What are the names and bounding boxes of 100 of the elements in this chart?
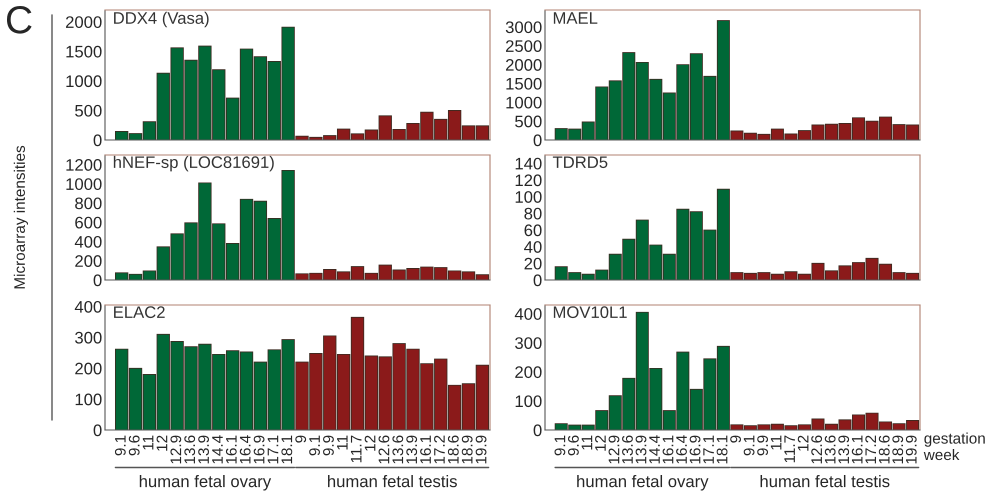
y-tick-label: 300	[515, 337, 542, 349]
y-tick-label: 1000	[66, 178, 102, 190]
y-tick-label: 100	[76, 394, 102, 406]
x-tick-label: 12	[798, 436, 808, 451]
y-tick-label: 500	[75, 104, 102, 117]
y-tick-label: 400	[74, 300, 102, 313]
y-tick-label: 200	[75, 362, 102, 374]
y-tick-label: 60	[524, 224, 542, 236]
x-tick-label: 12	[156, 436, 168, 451]
x-tick-label: 18.1	[716, 436, 728, 464]
y-tick-label: 1500	[506, 78, 542, 90]
x-tick-label: 16.4	[676, 435, 687, 464]
y-tick-label: 0	[534, 134, 542, 146]
chart-title: hNEF-sp (LOC81691)	[114, 156, 274, 172]
y-tick-label: 500	[515, 116, 542, 128]
x-tick-label: 19.9	[476, 436, 486, 464]
y-tick-label: 0	[94, 134, 102, 146]
x-tick-label: 16.9	[690, 436, 700, 464]
text: human fetal testis	[328, 475, 457, 488]
chart-title: MAEL	[554, 12, 598, 24]
y-tick-label: 200	[515, 366, 542, 378]
x-tick-label: 13.9	[406, 436, 418, 464]
x-tick-label: 9.6	[128, 436, 140, 456]
x-tick-label: 11.7	[784, 436, 795, 462]
y-tick-label: 20	[524, 258, 542, 270]
y-tick-label: 100	[516, 191, 542, 203]
x-tick-label: 13.9	[838, 436, 850, 464]
x-tick-label: 9.9	[757, 436, 768, 456]
x-tick-label: 11.7	[350, 436, 362, 462]
y-tick-label: 2500	[506, 40, 542, 52]
x-tick-label: 9.1	[309, 436, 320, 456]
text: human fetal ovary	[140, 475, 272, 491]
x-tick-label: 16.9	[254, 436, 264, 464]
y-tick-label: 1000	[506, 96, 542, 109]
x-tick-label: 13.9	[636, 436, 646, 464]
x-tick-label: 16.1	[420, 436, 431, 464]
x-tick-label: 13.6	[622, 436, 633, 464]
chart-title: ELAC2	[114, 306, 165, 318]
text: C	[6, 6, 32, 34]
x-tick-label: 9.9	[323, 436, 334, 456]
y-tick-label: 400	[74, 236, 102, 248]
y-tick-label: 2000	[506, 59, 542, 71]
y-tick-label: 40	[524, 241, 542, 253]
y-tick-label: 200	[75, 255, 102, 267]
x-tick-label: 12.9	[608, 436, 620, 464]
y-tick-label: 1000	[66, 75, 102, 88]
y-tick-label: 0	[94, 424, 102, 436]
y-tick-label: 80	[524, 208, 542, 220]
y-tick-label: 0	[94, 274, 102, 286]
x-tick-label: 18.9	[462, 436, 473, 464]
y-tick-label: 140	[516, 158, 542, 170]
x-tick-label: 9	[730, 436, 741, 443]
x-tick-label: 14.4	[649, 435, 660, 464]
x-tick-label: 12.6	[378, 436, 390, 464]
x-tick-label: 12	[595, 436, 606, 451]
x-axis-title: gestation week	[924, 432, 985, 460]
y-tick-label: 400	[514, 308, 542, 320]
x-tick-label: 11	[582, 436, 592, 450]
x-tick-label: 13.6	[392, 436, 404, 464]
x-tick-label: 9.1	[744, 436, 755, 456]
x-tick-label: 16.1	[662, 436, 674, 464]
x-tick-label: 16.1	[852, 436, 863, 464]
x-tick-label: 18.6	[448, 436, 459, 464]
chart-title: TDRD5	[552, 156, 608, 168]
x-tick-label: 9.1	[554, 436, 566, 456]
x-tick-label: 16.4	[240, 435, 251, 464]
y-tick-label: 1500	[66, 46, 102, 58]
x-tick-label: 17.1	[703, 436, 714, 464]
chart-title: DDX4 (Vasa)	[114, 12, 209, 28]
y-tick-label: 0	[534, 424, 542, 436]
y-axis-title: Microarray intensities	[14, 146, 28, 288]
x-tick-label: 12.6	[811, 436, 822, 464]
x-tick-label: 11	[142, 436, 154, 450]
y-tick-label: 100	[516, 395, 542, 408]
x-tick-label: 17.2	[434, 436, 445, 464]
x-tick-label: 14.4	[212, 435, 223, 464]
x-tick-label: 9	[295, 436, 306, 443]
x-tick-label: 12	[364, 436, 376, 451]
y-tick-label: 3000	[506, 21, 542, 34]
x-tick-label: 13.6	[824, 436, 836, 464]
x-tick-label: 9.6	[568, 436, 579, 456]
x-tick-label: 11	[337, 436, 348, 450]
x-tick-label: 13.9	[198, 436, 209, 464]
x-tick-label: 11	[770, 436, 782, 450]
x-tick-label: 18.6	[878, 436, 890, 464]
x-tick-label: 19.9	[906, 436, 917, 464]
y-tick-label: 2000	[66, 16, 102, 28]
y-tick-label: 0	[534, 274, 542, 286]
y-tick-label: 300	[75, 332, 102, 344]
x-tick-label: 13.6	[184, 436, 196, 464]
x-tick-label: 17.1	[268, 436, 278, 464]
x-tick-label: 17.2	[865, 436, 876, 464]
y-tick-label: 600	[75, 216, 102, 229]
x-tick-label: 9.1	[114, 436, 126, 456]
y-tick-label: 800	[75, 197, 102, 210]
x-tick-label: 18.1	[281, 436, 292, 464]
x-tick-label: 16.1	[226, 436, 237, 464]
y-tick-label: 1200	[66, 159, 102, 171]
y-tick-label: 120	[516, 174, 542, 186]
text: human fetal testis	[760, 475, 890, 488]
